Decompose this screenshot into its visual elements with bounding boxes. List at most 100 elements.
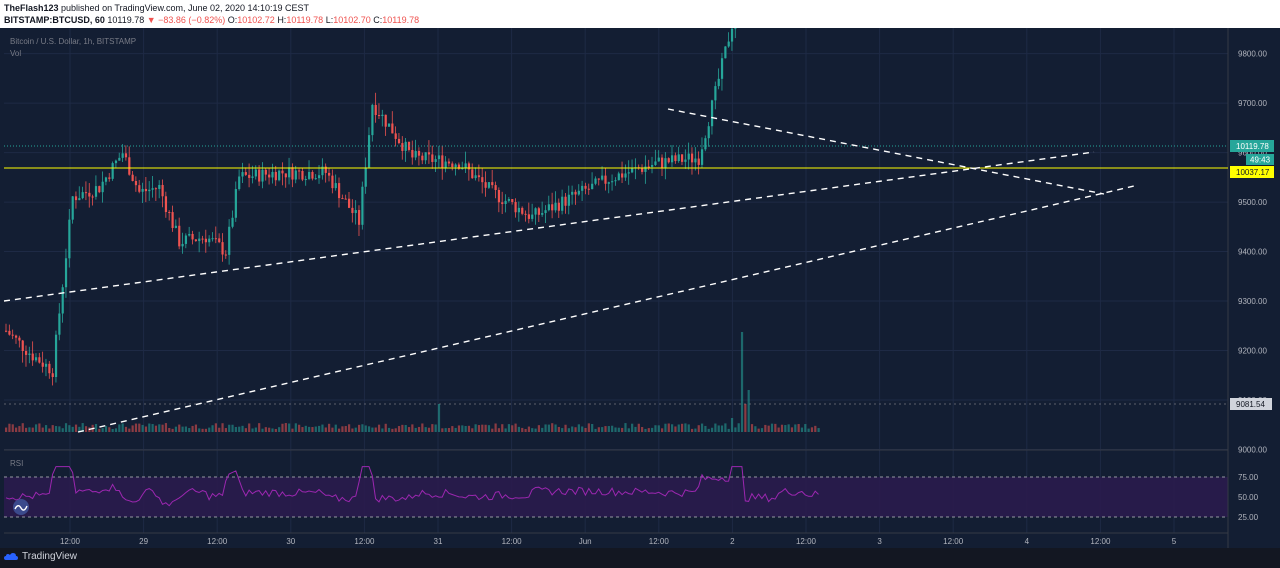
descending-trendline[interactable] <box>667 108 1105 195</box>
candle <box>328 167 331 182</box>
volume-bar <box>541 427 544 432</box>
volume-bar <box>138 423 141 432</box>
volume-bar <box>747 390 750 432</box>
volume-bar <box>471 428 474 432</box>
volume-bar <box>690 428 694 432</box>
candle <box>201 235 204 244</box>
volume-bar <box>11 424 14 432</box>
candle <box>551 192 554 219</box>
volume-bar <box>794 424 797 432</box>
candle <box>421 152 424 165</box>
volume-bar <box>44 425 48 432</box>
author-name[interactable]: TheFlash123 <box>4 3 59 13</box>
cloud-icon <box>4 551 18 561</box>
price-chart[interactable]: 10500.0010400.0010300.0010200.0010100.00… <box>0 0 1280 548</box>
candle <box>168 210 171 221</box>
candle <box>188 226 191 237</box>
candle <box>584 182 587 195</box>
volume-bar <box>481 424 484 432</box>
candle <box>607 181 610 194</box>
rsi-label: RSI <box>10 459 23 468</box>
volume-bar <box>171 428 174 432</box>
volume-bar <box>64 423 68 432</box>
candle <box>517 201 521 222</box>
grid-lines <box>4 3 1228 533</box>
symbol-label[interactable]: BITSTAMP:BTCUSD, 60 <box>4 15 105 25</box>
open-value: 10102.72 <box>237 15 275 25</box>
volume-bar <box>241 425 244 432</box>
volume-bar <box>780 424 784 432</box>
volume-bar <box>557 426 560 432</box>
candle <box>504 194 507 213</box>
countdown-text: 49:43 <box>1250 156 1271 165</box>
rsi-settings-icon[interactable] <box>13 499 29 515</box>
candle <box>680 154 684 166</box>
volume-bar <box>421 423 424 432</box>
volume-bar <box>164 423 168 432</box>
candle <box>351 199 354 223</box>
candle <box>571 185 574 205</box>
volume-bar <box>537 425 540 432</box>
volume-bar <box>344 426 347 432</box>
volume-bar <box>361 424 364 432</box>
candle <box>361 181 364 230</box>
candle <box>391 111 394 134</box>
time-tick-label: 12:00 <box>1090 537 1111 546</box>
price-badge: 10119.78 <box>1230 140 1274 152</box>
volume-bar <box>411 424 414 432</box>
volume-bar <box>697 425 700 432</box>
upper-channel-trendline[interactable] <box>3 151 1095 302</box>
candle <box>437 146 441 168</box>
volume-bar <box>328 423 331 432</box>
candle <box>487 182 491 189</box>
candle <box>134 176 138 192</box>
candle <box>667 157 670 164</box>
candle <box>424 152 427 165</box>
candle <box>174 219 178 229</box>
candle <box>724 46 727 59</box>
candle <box>697 151 700 175</box>
volume-bar <box>294 423 297 432</box>
volume-bar <box>254 427 257 432</box>
rsi-tick-label: 75.00 <box>1238 473 1259 482</box>
candle <box>148 181 151 201</box>
level-badge-text: 10037.17 <box>1236 168 1270 177</box>
chart-area[interactable]: 10500.0010400.0010300.0010200.0010100.00… <box>0 0 1280 548</box>
volume-bar <box>71 426 74 432</box>
candle <box>304 175 307 186</box>
rsi-tick-label: 25.00 <box>1238 513 1259 522</box>
volume-bar <box>700 423 704 432</box>
footer-bar: TradingView <box>0 548 1280 568</box>
candle <box>64 248 68 298</box>
volume-bar <box>594 428 597 432</box>
candle <box>11 329 14 340</box>
volume-bar <box>214 423 217 432</box>
volume-bar <box>244 428 247 432</box>
volume-bar <box>437 404 441 432</box>
candle <box>294 165 297 184</box>
volume-bar <box>657 425 660 432</box>
volume-bar <box>597 427 600 432</box>
time-tick-label: Jun <box>579 537 592 546</box>
candle <box>104 176 108 186</box>
volume-bar <box>767 425 770 432</box>
volume-bar <box>58 426 61 432</box>
volume-bar <box>604 426 607 432</box>
volume-bar <box>744 404 747 432</box>
volume-bar <box>684 423 687 432</box>
volume-bar <box>661 428 664 432</box>
volume-bar <box>28 427 31 432</box>
tradingview-logo[interactable]: TradingView <box>4 551 77 562</box>
time-tick-label: 12:00 <box>796 537 817 546</box>
countdown-badge: 49:43 <box>1246 154 1274 165</box>
volume-bar <box>764 424 767 432</box>
lower-channel-trendline[interactable] <box>77 185 1135 433</box>
candle <box>68 209 71 268</box>
candle <box>671 145 674 168</box>
price-tick-label: 9500.00 <box>1238 198 1267 207</box>
candle <box>461 161 464 170</box>
time-tick-label: 4 <box>1025 537 1030 546</box>
time-tick-label: 3 <box>877 537 882 546</box>
volume-bar <box>338 428 341 432</box>
candle <box>301 167 304 182</box>
